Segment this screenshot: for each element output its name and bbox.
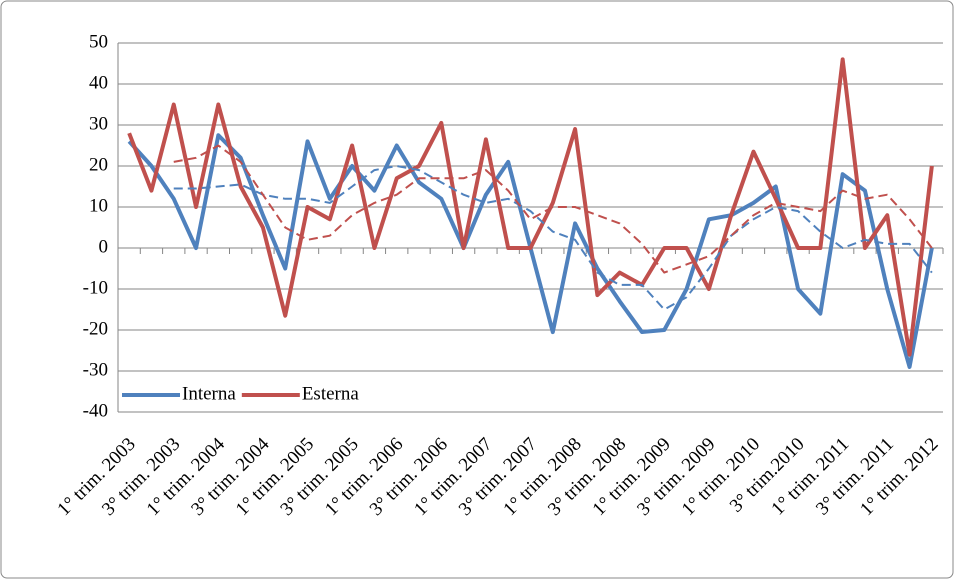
- y-tick-label: 30: [89, 113, 108, 134]
- y-tick-label: -10: [83, 277, 108, 298]
- y-tick-label: -20: [83, 318, 108, 339]
- y-tick-label: 50: [89, 31, 108, 52]
- y-tick-label: -30: [83, 359, 108, 380]
- trend-line: [173, 144, 933, 274]
- trend-line: [173, 165, 933, 311]
- series-line: [127, 57, 934, 357]
- y-tick-label: 40: [89, 72, 108, 93]
- legend-label: Interna: [182, 383, 236, 404]
- y-tick-label: 0: [99, 236, 109, 257]
- legend-label: Esterna: [302, 383, 360, 404]
- y-tick-label: 20: [89, 154, 108, 175]
- y-tick-label: 10: [89, 195, 108, 216]
- y-tick-label: -40: [83, 400, 108, 421]
